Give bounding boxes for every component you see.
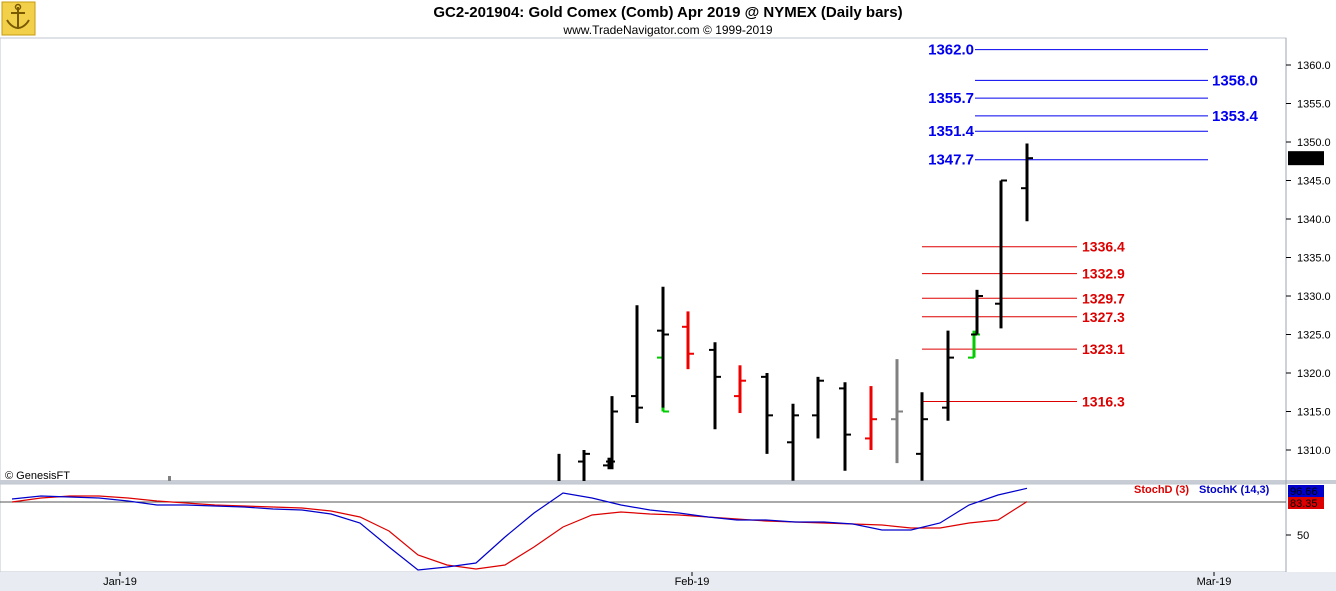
stoch-last-label-0: 83.35 [1290,498,1318,510]
price-tick-label: 1330.0 [1297,291,1331,303]
time-axis-strip [0,572,1336,591]
price-tick-label: 1335.0 [1297,253,1331,265]
level-label-1358.0: 1358.0 [1212,72,1258,89]
price-axis: 1310.0 1315.0 1320.0 1325.0 1330.0 1335.0 1340… [1286,60,1331,457]
stoch-last-box-1 [1288,485,1324,497]
level-label-1329.7: 1329.7 [1082,290,1125,306]
price-tick-label: 1320.0 [1297,368,1331,380]
price-bars [168,143,1033,481]
level-label-1353.4: 1353.4 [1212,108,1259,125]
level-label-1351.4: 1351.4 [928,123,975,140]
chart-title: GC2-201904: Gold Comex (Comb) Apr 2019 @… [433,4,902,21]
gray-tick-mark [168,476,171,481]
level-label-1327.3: 1327.3 [1082,309,1125,325]
level-label-1355.7: 1355.7 [928,90,974,107]
price-tick-label: 1315.0 [1297,407,1331,419]
last-price-box [1288,151,1324,166]
credit-label: © GenesisFT [5,470,70,482]
price-tick-label: 1310.0 [1297,445,1331,457]
level-label-1316.3: 1316.3 [1082,393,1125,409]
stoch-line-1 [11,487,1028,571]
time-tick-label: Feb-19 [675,576,710,588]
stoch-last-box-0 [1288,497,1324,509]
stoch-last-label-1: 96.66 [1290,486,1318,498]
price-tick-label: 1325.0 [1297,330,1331,342]
stoch-k-legend: StochK (14,3) [1199,484,1270,496]
stoch-panel-frame [0,483,1287,573]
stoch-tick-label: 50 [1297,530,1309,542]
price-tick-label: 1345.0 [1297,176,1331,188]
level-label-1362.0: 1362.0 [928,42,974,59]
time-tick-label: Mar-19 [1197,576,1232,588]
stoch-line-0 [11,495,1028,570]
time-axis: Jan-19 Feb-19 Mar-19 [103,572,1231,588]
time-tick-label: Jan-19 [103,576,137,588]
level-label-1336.4: 1336.4 [1082,239,1125,255]
price-axis-gutter [1286,38,1336,482]
last-price-label: 1347.9 [1290,153,1324,165]
price-tick-label: 1350.0 [1297,137,1331,149]
stoch-d-legend: StochD (3) [1134,484,1189,496]
logo-icon [1,1,36,36]
level-label-1347.7: 1347.7 [928,152,974,169]
price-panel-frame [0,37,1287,483]
price-tick-label: 1340.0 [1297,214,1331,226]
price-tick-label: 1360.0 [1297,60,1331,72]
chart-subtitle: www.TradeNavigator.com © 1999-2019 [562,23,772,37]
level-label-1332.9: 1332.9 [1082,266,1125,282]
price-tick-label: 1355.0 [1297,99,1331,111]
level-label-1323.1: 1323.1 [1082,341,1125,357]
